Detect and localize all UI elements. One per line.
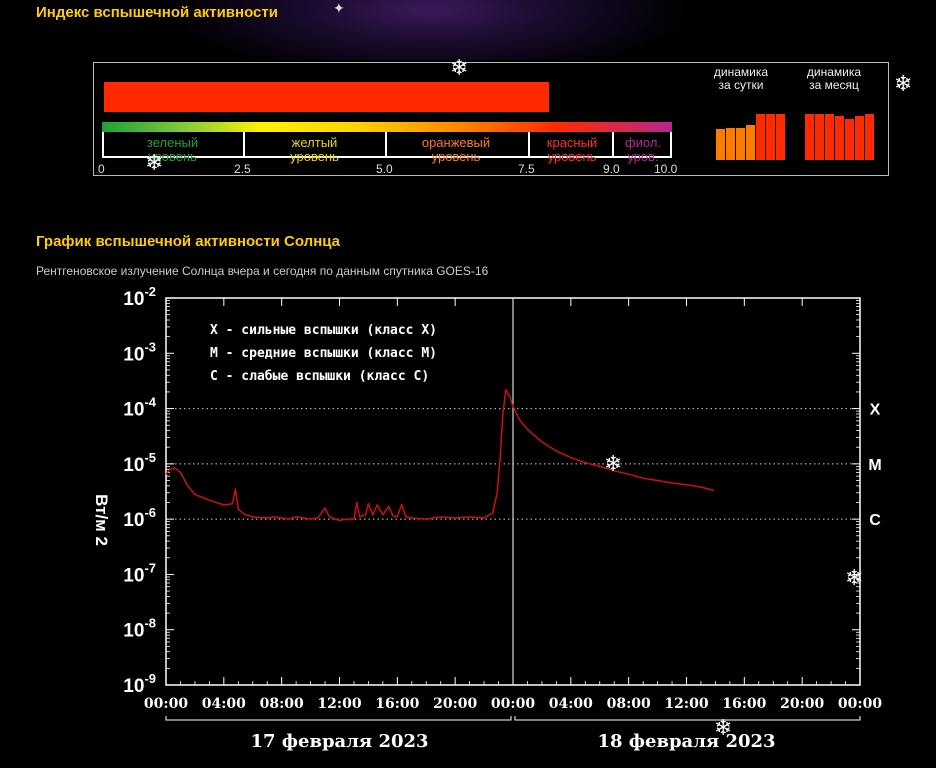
header-background — [0, 0, 936, 60]
snowflake-icon: ❄ — [894, 71, 913, 96]
class-level-label: C — [869, 512, 881, 529]
x-tick-label: 00:00 — [144, 696, 188, 712]
scale-divider — [243, 132, 245, 158]
scale-label: 7.5 — [518, 162, 535, 176]
scale-label: 0 — [98, 162, 105, 176]
scale-divider — [612, 132, 614, 158]
snowflake-icon: ❄ — [714, 715, 733, 740]
y-tick-label: 10-9 — [123, 671, 156, 697]
dynamics-bar — [716, 128, 725, 160]
y-tick-label: 10-5 — [123, 450, 156, 476]
y-tick-label: 10-6 — [123, 505, 156, 531]
date-bracket — [514, 716, 861, 721]
x-tick-label: 00:00 — [838, 696, 882, 712]
xray-flux-line — [165, 388, 715, 522]
x-tick-label: 20:00 — [433, 696, 477, 712]
dynamics-bar — [815, 113, 824, 160]
page-title: Индекс вспышечной активности — [36, 4, 278, 21]
x-tick-label: 04:00 — [202, 696, 246, 712]
snowflake-icon: ❄ — [450, 55, 469, 80]
dynamics-bar — [805, 113, 814, 160]
dynamics-bar — [756, 113, 765, 160]
y-tick-label: 10-7 — [123, 560, 156, 586]
legend-entry: M - средние вспышки (класс M) — [210, 346, 437, 361]
legend-entry: X - сильные вспышки (класс X) — [210, 323, 437, 338]
x-tick-label: 12:00 — [664, 696, 708, 712]
dynamics-bar — [835, 115, 844, 160]
scale-frame — [102, 132, 672, 158]
dynamics-bar — [746, 124, 755, 160]
scale-label: 10.0 — [654, 162, 678, 176]
level-green: зеленый уровень — [146, 135, 199, 164]
level-red: красный уровень — [546, 135, 598, 164]
dynamics-bar — [726, 127, 735, 160]
y-tick-label: 10-2 — [123, 284, 156, 310]
dynamics-bar — [736, 127, 745, 160]
scale-divider — [528, 132, 530, 158]
flare-index-bar — [104, 82, 549, 112]
y-axis-label: Вт/м 2 — [92, 494, 111, 546]
snowflake-icon: ❄ — [145, 150, 164, 175]
scale-gradient — [102, 122, 672, 132]
scale-label: 9.0 — [603, 162, 620, 176]
x-tick-label: 04:00 — [549, 696, 593, 712]
section-description: Рентгеновское излучение Солнца вчера и с… — [36, 264, 489, 278]
level-orange: оранжевый уровень — [421, 135, 491, 164]
x-tick-label: 08:00 — [607, 696, 651, 712]
snowflake-icon: ❄ — [604, 451, 623, 476]
dynamics-bar — [865, 113, 874, 160]
date-label: 18 февраля 2023 — [597, 731, 775, 752]
section-title: График вспышечной активности Солнца — [36, 233, 341, 250]
x-tick-label: 16:00 — [722, 696, 766, 712]
x-tick-label: 08:00 — [260, 696, 304, 712]
dynamics-bar — [825, 113, 834, 160]
y-tick-label: 10-8 — [123, 616, 156, 642]
dynamics-bar — [776, 113, 785, 160]
sparkle-icon: ✦ — [333, 0, 345, 16]
monthly-dynamics-title: динамика за месяц — [806, 65, 862, 92]
dynamics-bar — [855, 115, 864, 160]
scale-label: 2.5 — [234, 162, 251, 176]
legend-entry: C - слабые вспышки (класс C) — [210, 369, 429, 384]
x-tick-label: 20:00 — [780, 696, 824, 712]
dynamics-bar — [766, 113, 775, 160]
flare-index-panel — [93, 62, 889, 176]
x-tick-label: 00:00 — [491, 696, 535, 712]
y-tick-label: 10-3 — [123, 339, 156, 365]
snowflake-icon: ❄ — [845, 565, 864, 590]
daily-dynamics-title: динамика за сутки — [713, 65, 769, 92]
class-level-label: X — [870, 402, 881, 419]
scale-divider — [385, 132, 387, 158]
date-label: 17 февраля 2023 — [250, 731, 428, 752]
dynamics-bar — [845, 118, 854, 160]
x-tick-label: 12:00 — [317, 696, 361, 712]
level-violet: фиол. уров. — [624, 135, 662, 164]
level-yellow: желтый уровень — [290, 135, 339, 164]
scale-label: 5.0 — [376, 162, 393, 176]
date-bracket — [165, 716, 512, 721]
y-tick-label: 10-4 — [123, 395, 156, 421]
class-level-label: M — [868, 457, 881, 474]
x-tick-label: 16:00 — [375, 696, 419, 712]
